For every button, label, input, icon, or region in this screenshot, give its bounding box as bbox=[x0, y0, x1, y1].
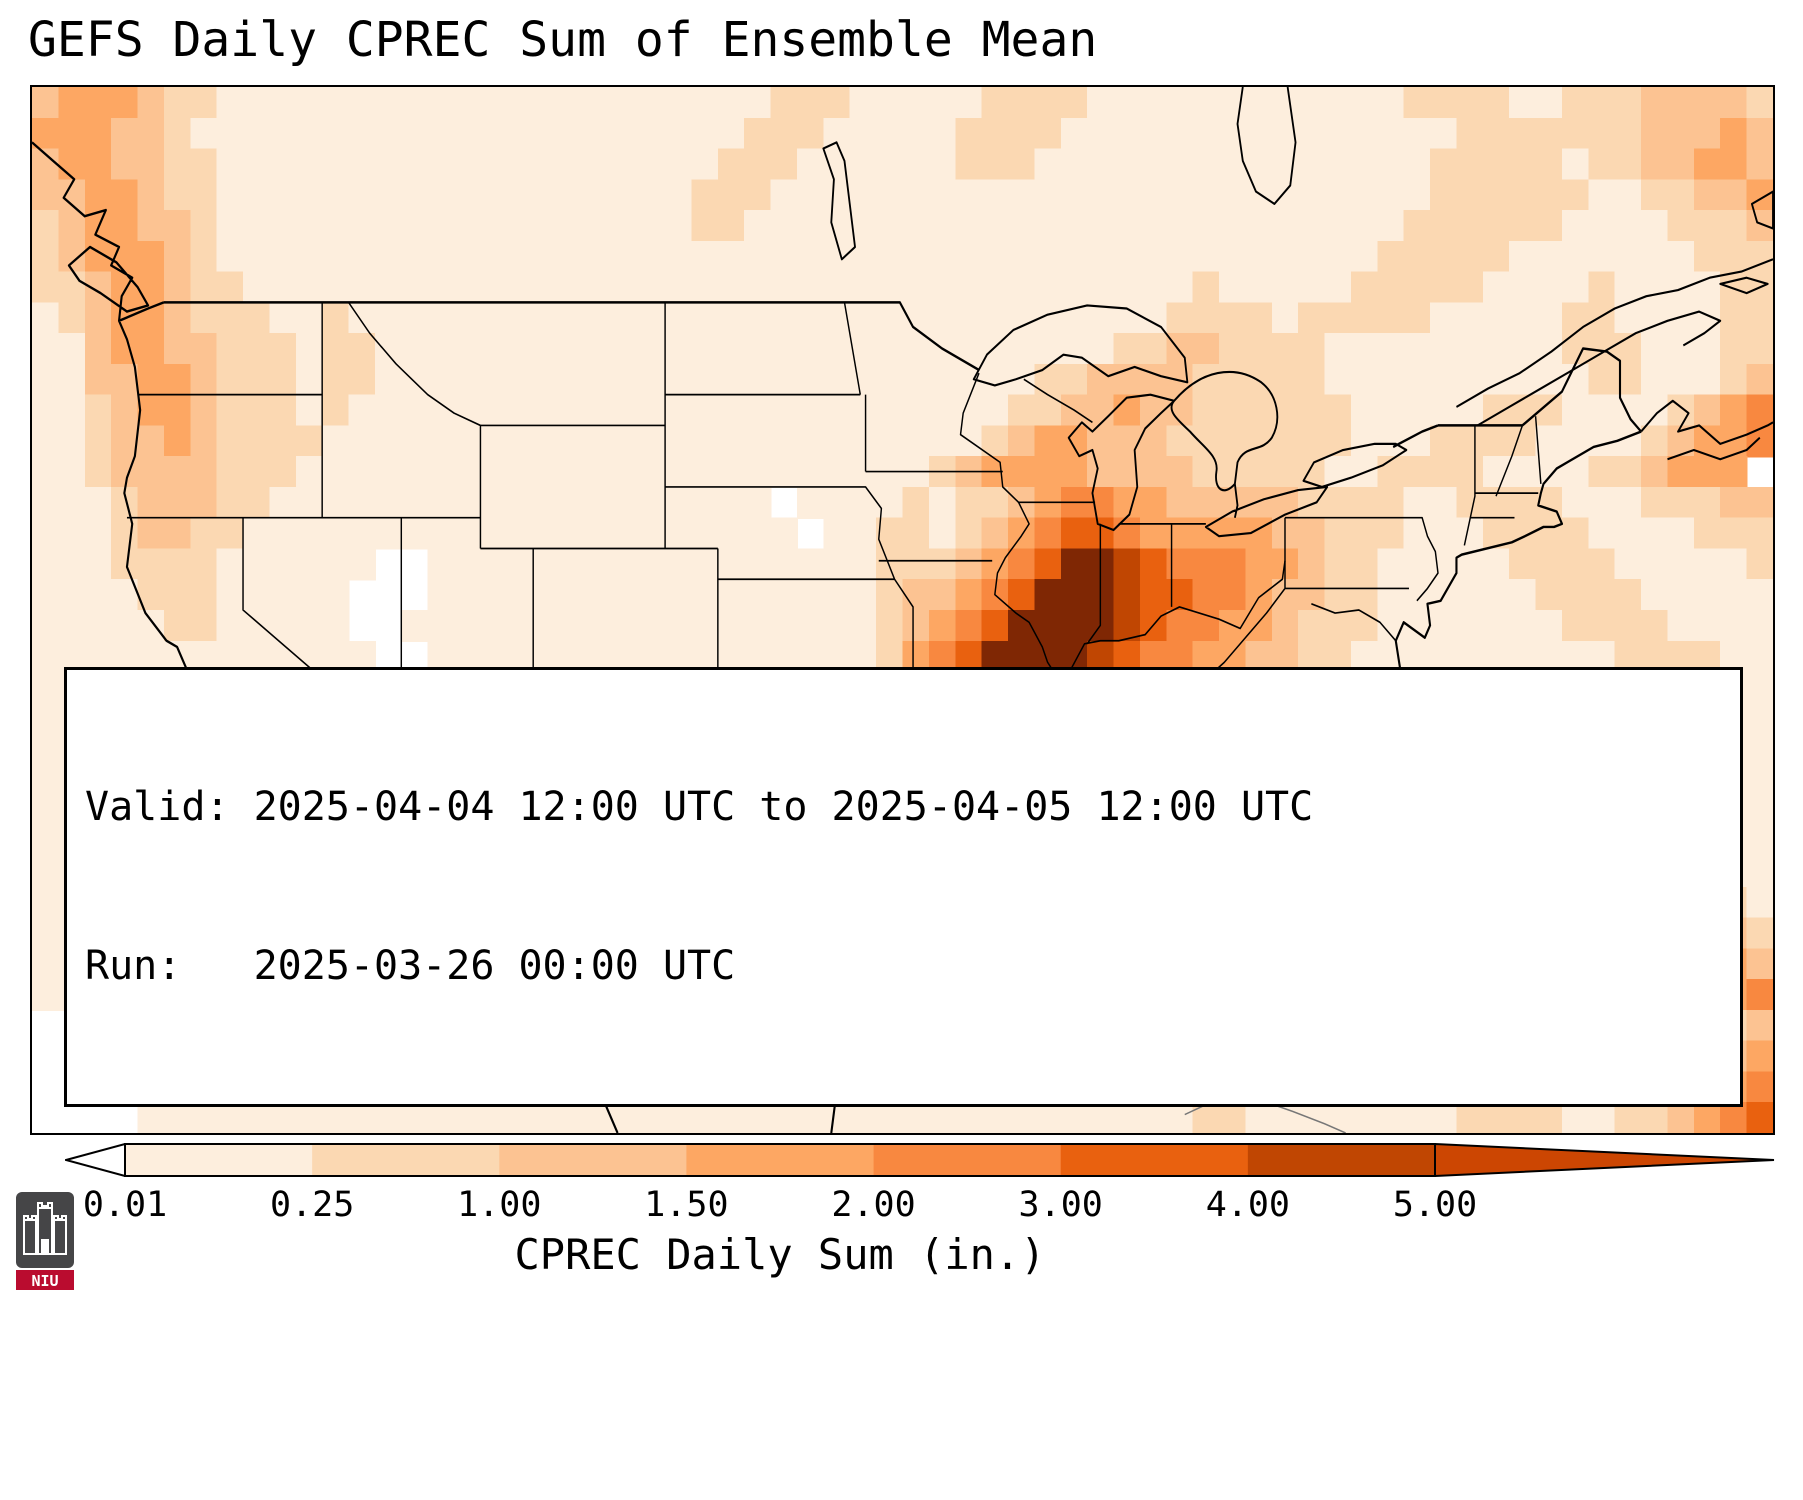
logo-box bbox=[16, 1192, 74, 1268]
colorbar-segment bbox=[873, 1144, 1062, 1176]
figure-title: GEFS Daily CPREC Sum of Ensemble Mean bbox=[28, 12, 1098, 68]
castle-icon bbox=[23, 1202, 67, 1255]
colorbar-tick-label: 0.01 bbox=[82, 1185, 168, 1225]
logo-text: NIU bbox=[31, 1272, 58, 1290]
colorbar-under-arrow bbox=[62, 1142, 126, 1178]
colorbar-tick-label: 3.00 bbox=[1018, 1185, 1103, 1225]
niu-logo: NIU bbox=[16, 1192, 74, 1294]
colorbar-tick-label: 5.00 bbox=[1392, 1185, 1478, 1225]
colorbar-segment bbox=[686, 1144, 875, 1176]
colorbar-segment bbox=[1060, 1144, 1249, 1176]
precip-map: Valid: 2025-04-04 12:00 UTC to 2025-04-0… bbox=[30, 85, 1775, 1135]
logo-banner bbox=[16, 1270, 74, 1290]
colorbar-segment bbox=[125, 1144, 313, 1176]
canada-coast-path bbox=[822, 87, 1773, 461]
great-lakes-path bbox=[972, 304, 1408, 538]
colorbar-tick-label: 0.25 bbox=[269, 1185, 355, 1225]
colorbar-tick-label: 2.00 bbox=[831, 1185, 916, 1225]
colorbar-tick-label: 4.00 bbox=[1205, 1185, 1290, 1225]
colorbar-segment bbox=[312, 1144, 500, 1176]
colorbar-tick-label: 1.00 bbox=[457, 1185, 542, 1225]
colorbar-segment bbox=[1247, 1144, 1436, 1176]
valid-time-text: Valid: 2025-04-04 12:00 UTC to 2025-04-0… bbox=[85, 784, 1314, 831]
colorbar-segment bbox=[499, 1144, 688, 1176]
colorbar-tick-label: 1.50 bbox=[644, 1185, 729, 1225]
valid-run-infobox: Valid: 2025-04-04 12:00 UTC to 2025-04-0… bbox=[64, 666, 1743, 1107]
run-time-text: Run: 2025-03-26 00:00 UTC bbox=[85, 942, 736, 989]
colorbar-over-arrow bbox=[1434, 1142, 1775, 1178]
colorbar-label: CPREC Daily Sum (in.) bbox=[514, 1230, 1046, 1279]
colorbar bbox=[62, 1142, 1775, 1178]
colorbar-svg bbox=[62, 1142, 1775, 1178]
